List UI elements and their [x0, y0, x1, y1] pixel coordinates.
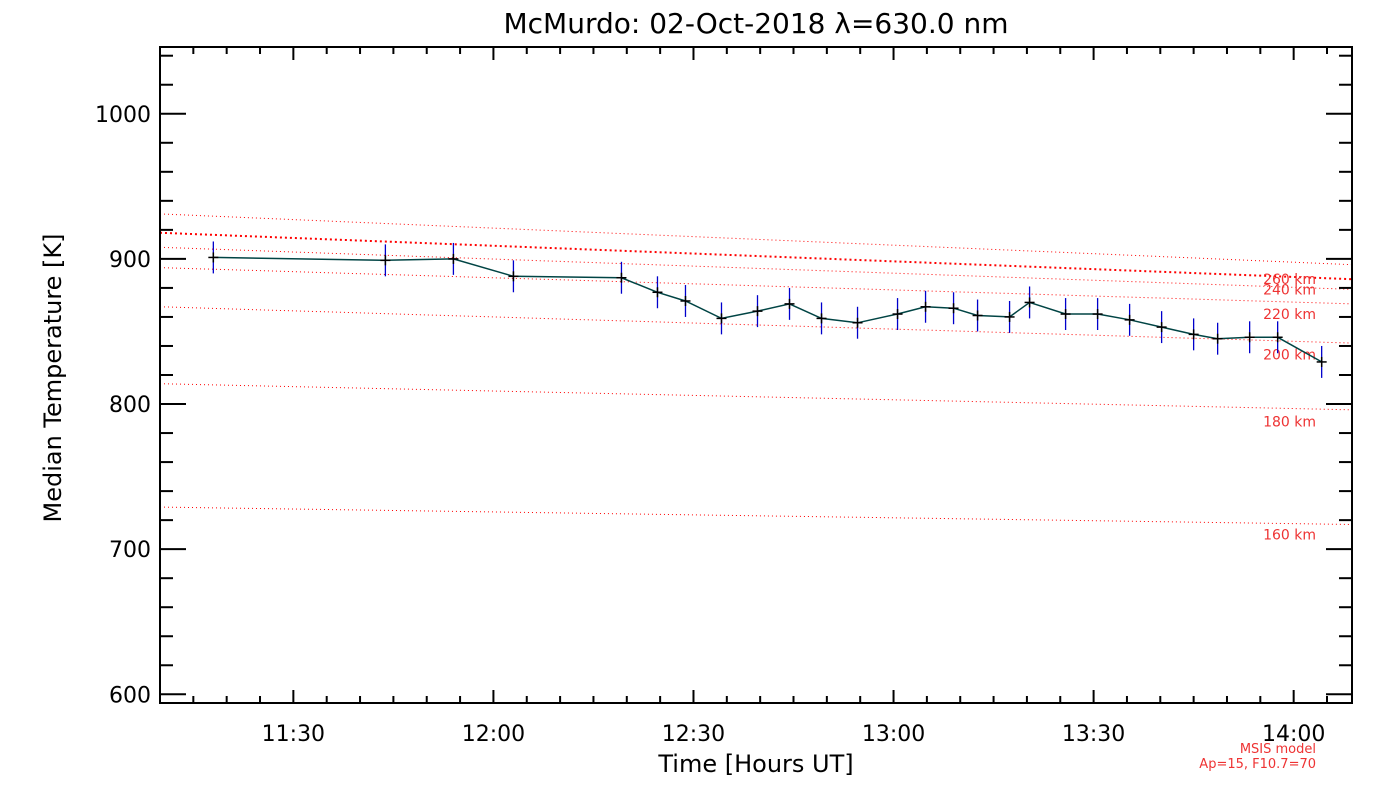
data-point — [380, 255, 391, 266]
data-point — [852, 317, 863, 328]
data-point — [448, 253, 459, 264]
msis-altitude-line — [159, 246, 1353, 290]
msis-altitude-line — [159, 213, 1353, 266]
data-point — [208, 252, 219, 263]
data-point — [892, 309, 903, 320]
x-tick-label: 11:30 — [262, 722, 325, 747]
plot-frame — [159, 46, 1353, 704]
data-point — [1188, 329, 1199, 340]
data-point — [784, 298, 795, 309]
y-axis-label: Median Temperature [K] — [39, 233, 67, 522]
data-point — [972, 310, 983, 321]
data-point — [1244, 332, 1255, 343]
data-point — [616, 272, 627, 283]
data-point — [1004, 311, 1015, 322]
data-series — [208, 241, 1327, 378]
data-point — [948, 303, 959, 314]
msis-altitude-line — [159, 506, 1353, 525]
msis-altitude-label: 160 km — [1263, 528, 1316, 544]
data-point — [1316, 356, 1327, 367]
data-point — [1060, 309, 1071, 320]
data-point — [1212, 333, 1223, 344]
data-point — [1272, 332, 1283, 343]
chart-title: McMurdo: 02-Oct-2018 λ=630.0 nm — [503, 7, 1008, 40]
data-point — [816, 313, 827, 324]
x-tick-label: 13:30 — [1062, 722, 1125, 747]
data-point — [716, 313, 727, 324]
x-tick-label: 12:30 — [662, 722, 725, 747]
msis-altitude-label: 200 km — [1263, 348, 1316, 364]
data-point — [1092, 309, 1103, 320]
data-point — [680, 295, 691, 306]
x-tick-label: 13:00 — [862, 722, 925, 747]
x-axis-label: Time [Hours UT] — [657, 750, 853, 778]
data-point — [1024, 297, 1035, 308]
y-tick-label: 900 — [109, 248, 151, 273]
msis-altitude-line — [159, 383, 1353, 411]
msis-altitude-label: 220 km — [1263, 307, 1316, 323]
data-point — [752, 306, 763, 317]
y-tick-label: 600 — [109, 683, 151, 708]
msis-model-params: Ap=15, F10.7=70 — [1199, 757, 1316, 772]
msis-altitude-label: 260 km — [1263, 272, 1316, 288]
msis-altitude-line — [159, 267, 1353, 305]
x-tick-label: 12:00 — [462, 722, 525, 747]
y-tick-label: 700 — [109, 538, 151, 563]
msis-altitude-line — [159, 231, 1353, 281]
data-point — [1156, 322, 1167, 333]
msis-altitude-label: 240 km — [1263, 282, 1316, 298]
axes: 11:30 12:00 12:30 13:00 13:30 14:00 600 700 800 9… — [95, 47, 1352, 747]
data-point — [1124, 314, 1135, 325]
series-line — [213, 256, 1323, 363]
msis-altitude-line — [159, 306, 1353, 344]
msis-altitude-label: 180 km — [1263, 414, 1316, 430]
y-tick-label: 1000 — [95, 103, 151, 128]
msis-model-name: MSIS model — [1240, 742, 1316, 757]
data-point — [508, 271, 519, 282]
data-point — [920, 301, 931, 312]
y-tick-label: 800 — [109, 393, 151, 418]
x-tick-label: 14:00 — [1262, 722, 1325, 747]
data-point — [652, 287, 663, 298]
